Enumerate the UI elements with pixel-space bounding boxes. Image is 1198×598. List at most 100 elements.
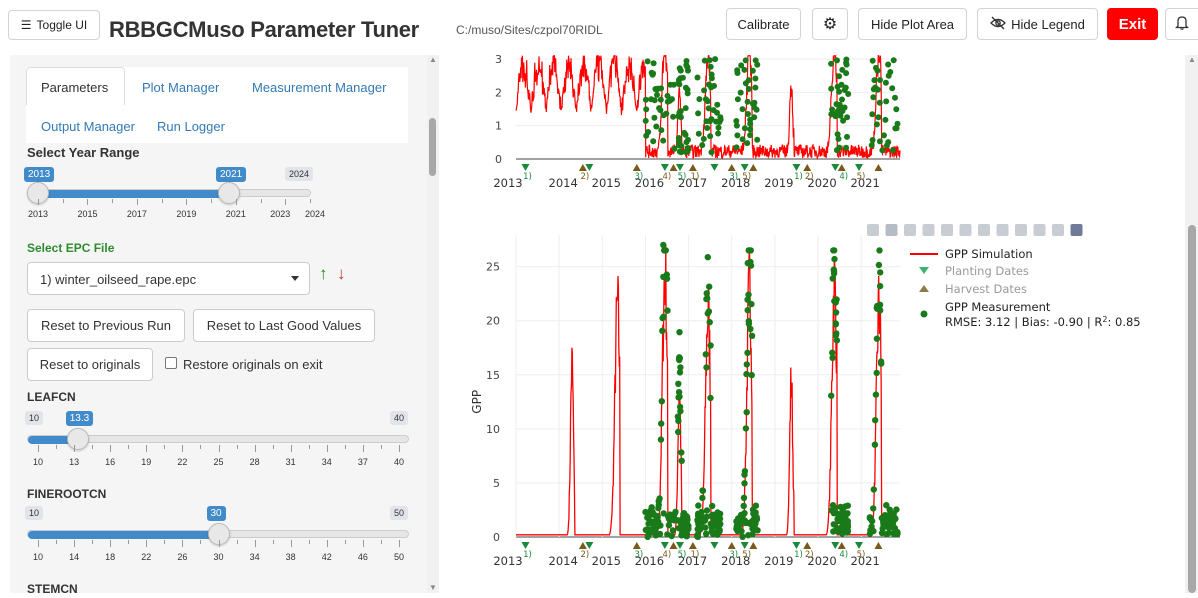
zoom-icon[interactable] [885,224,898,236]
plot-scroll-thumb[interactable] [1188,225,1196,593]
spike-icon[interactable] [1033,224,1046,236]
top-measurement-point [753,106,760,113]
x-tick-label: 2015 [592,176,621,190]
gpp-measurement-point [843,518,850,525]
exit-button[interactable]: Exit [1107,8,1158,40]
leafcn-handle[interactable] [66,428,89,450]
date-marker-label: 1) [691,172,700,182]
x-tick-label: 2020 [807,554,836,568]
gpp-measurement-point [655,504,662,512]
hide-plot-area-button[interactable]: Hide Plot Area [858,8,967,40]
plotly-logo-icon[interactable] [1070,224,1083,236]
plot-scroll-up-icon[interactable]: ▲ [1188,55,1196,64]
legend-planting-label[interactable]: Planting Dates [945,264,1029,278]
tab-parameters[interactable]: Parameters [41,80,109,95]
top-measurement-point [642,117,649,124]
slider-tick [272,540,274,544]
autoscale-icon[interactable] [996,224,1009,236]
toggle-ui-button[interactable]: ☰ Toggle UI [8,10,100,40]
gpp-measurement-point [746,247,753,254]
top-measurement-point [706,57,713,64]
top-measurement-point [879,147,886,154]
reset-originals-button[interactable]: Reset to originals [27,348,153,381]
arrow-up-icon[interactable]: ↑ [319,264,328,283]
gpp-measurement-point [675,380,682,387]
box-select-icon[interactable] [922,224,935,236]
top-measurement-point [642,96,649,103]
scroll-down-icon[interactable]: ▼ [429,583,437,592]
leafcn-slider[interactable]: 10 40 13.3 10 13 16 19 22 25 28 31 34 37 40 [25,411,411,467]
planting-date-marker [521,164,530,171]
gpp-measurement-point [716,526,723,534]
stemcn-label: STEMCN [27,582,78,593]
tab-plot-manager[interactable]: Plot Manager [142,80,220,95]
tab-measurement-manager[interactable]: Measurement Manager [252,80,387,95]
top-measurement-point [706,81,712,88]
date-marker-label: 5) [742,172,751,182]
home-icon[interactable] [1015,224,1027,236]
hide-legend-button[interactable]: Hide Legend [977,8,1098,40]
slider-tick [186,199,188,205]
compare-icon[interactable] [1052,224,1064,236]
top-measurement-point [677,75,684,82]
zoom-in-icon[interactable] [959,224,972,236]
reset-last-good-button[interactable]: Reset to Last Good Values [193,309,375,342]
arrow-down-icon[interactable]: ↓ [337,264,346,283]
sidebar-scroll-thumb[interactable] [429,118,436,176]
harvest-date-marker [669,164,678,171]
legend-measurement-label[interactable]: GPP Measurement [945,300,1051,314]
slider-tick [110,540,112,547]
lasso-icon[interactable] [941,224,953,236]
harvest-date-marker [578,164,587,171]
notifications-button[interactable] [1165,8,1198,40]
zoom-out-icon[interactable] [978,224,990,236]
harvest-date-marker [749,164,758,171]
gpp-measurement-point [678,449,685,456]
year-to-handle[interactable] [218,182,240,204]
slider-tick [254,445,256,452]
plot-area-scrollbar[interactable]: ▲ [1185,55,1198,593]
legend-simulation-label[interactable]: GPP Simulation [945,247,1033,261]
gpp-measurement-point [832,320,839,327]
slider-tick-label: 28 [249,457,260,467]
gpp-measurement-point [743,409,750,416]
top-measurement-point [873,121,880,128]
gpp-measurement-point [744,296,751,303]
top-measurement-point [678,149,684,156]
slider-tick [399,445,400,452]
top-measurement-point [734,70,741,76]
calibrate-button[interactable]: Calibrate [726,8,801,40]
settings-button[interactable]: ⚙ [812,8,848,40]
tab-run-logger[interactable]: Run Logger [157,119,225,134]
date-marker-label: 1) [523,172,532,182]
gpp-measurement-point [838,515,846,523]
finerootcn-slider[interactable]: 10 50 30 10 14 18 22 26 30 34 38 42 46 50 [25,506,411,562]
top-measurement-point [712,56,719,63]
top-measurement-point [650,60,657,67]
gpp-measurement-point [833,337,841,344]
gpp-measurement-peak [831,255,838,263]
gpp-measurement-point [829,349,836,356]
legend-harvest-label[interactable]: Harvest Dates [945,282,1027,296]
scroll-up-icon[interactable]: ▲ [429,55,437,64]
year-range-slider[interactable]: 2013 2013 2021 2024 20132015201720192021… [24,165,325,221]
reset-previous-run-button[interactable]: Reset to Previous Run [27,309,185,342]
gpp-measurement-point [709,502,716,510]
camera-icon[interactable] [867,224,879,236]
top-measurement-point [892,125,899,132]
sidebar-scrollbar[interactable]: ▲ ▼ [427,55,439,593]
box-select-icon-glyph [922,224,935,236]
gpp-measurement-point [663,275,671,282]
slider-tick-label: 2017 [126,209,147,219]
x-tick-label: 2015 [592,554,621,568]
top-measurement-point [838,81,845,88]
gpp-measurement-point [661,247,669,254]
pan-icon[interactable] [904,224,916,236]
top-measurement-point [715,130,722,137]
top-measurement-point [708,149,715,156]
epc-file-select[interactable]: 1) winter_oilseed_rape.epc [27,262,310,295]
tab-output-manager[interactable]: Output Manager [41,119,135,134]
restore-originals-checkbox[interactable] [165,357,177,369]
top-measurement-point [749,67,756,74]
